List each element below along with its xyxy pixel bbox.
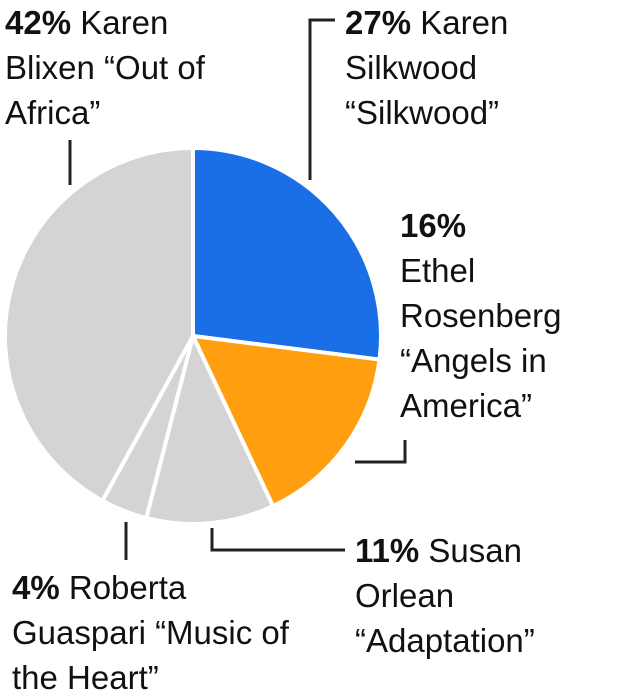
category-label: Karen Silkwood “Silkwood” — [345, 4, 509, 131]
category-label: Susan Orlean “Adaptation” — [355, 532, 535, 659]
leader-lines — [68, 18, 407, 560]
category-label: Ethel Rosenberg “Angels in America” — [400, 252, 562, 424]
value-label: 16% — [400, 207, 467, 244]
slice-label: 27% Karen Silkwood “Silkwood” — [345, 0, 615, 135]
value-label: 11% — [355, 532, 420, 569]
slice-label: 4% Roberta Guaspari “Music of the Heart” — [12, 565, 322, 700]
leader-line — [210, 528, 345, 552]
category-label: Karen Blixen “Out of Africa” — [5, 4, 205, 131]
slice-label: 16% Ethel Rosenberg “Angels in America” — [400, 203, 620, 428]
pie-slice — [191, 334, 382, 509]
category-label: Roberta Guaspari “Music of the Heart” — [12, 569, 289, 696]
slice-label: 11% Susan Orlean “Adaptation” — [355, 528, 615, 663]
leader-line — [308, 18, 335, 180]
pie-slice — [3, 146, 195, 503]
leader-line — [355, 440, 407, 464]
pie-slice — [144, 334, 276, 526]
pie-slice — [191, 146, 383, 362]
slice-label: 42% Karen Blixen “Out of Africa” — [5, 0, 267, 135]
value-label: 27% — [345, 4, 412, 41]
value-label: 42% — [5, 4, 72, 41]
value-label: 4% — [12, 569, 60, 606]
